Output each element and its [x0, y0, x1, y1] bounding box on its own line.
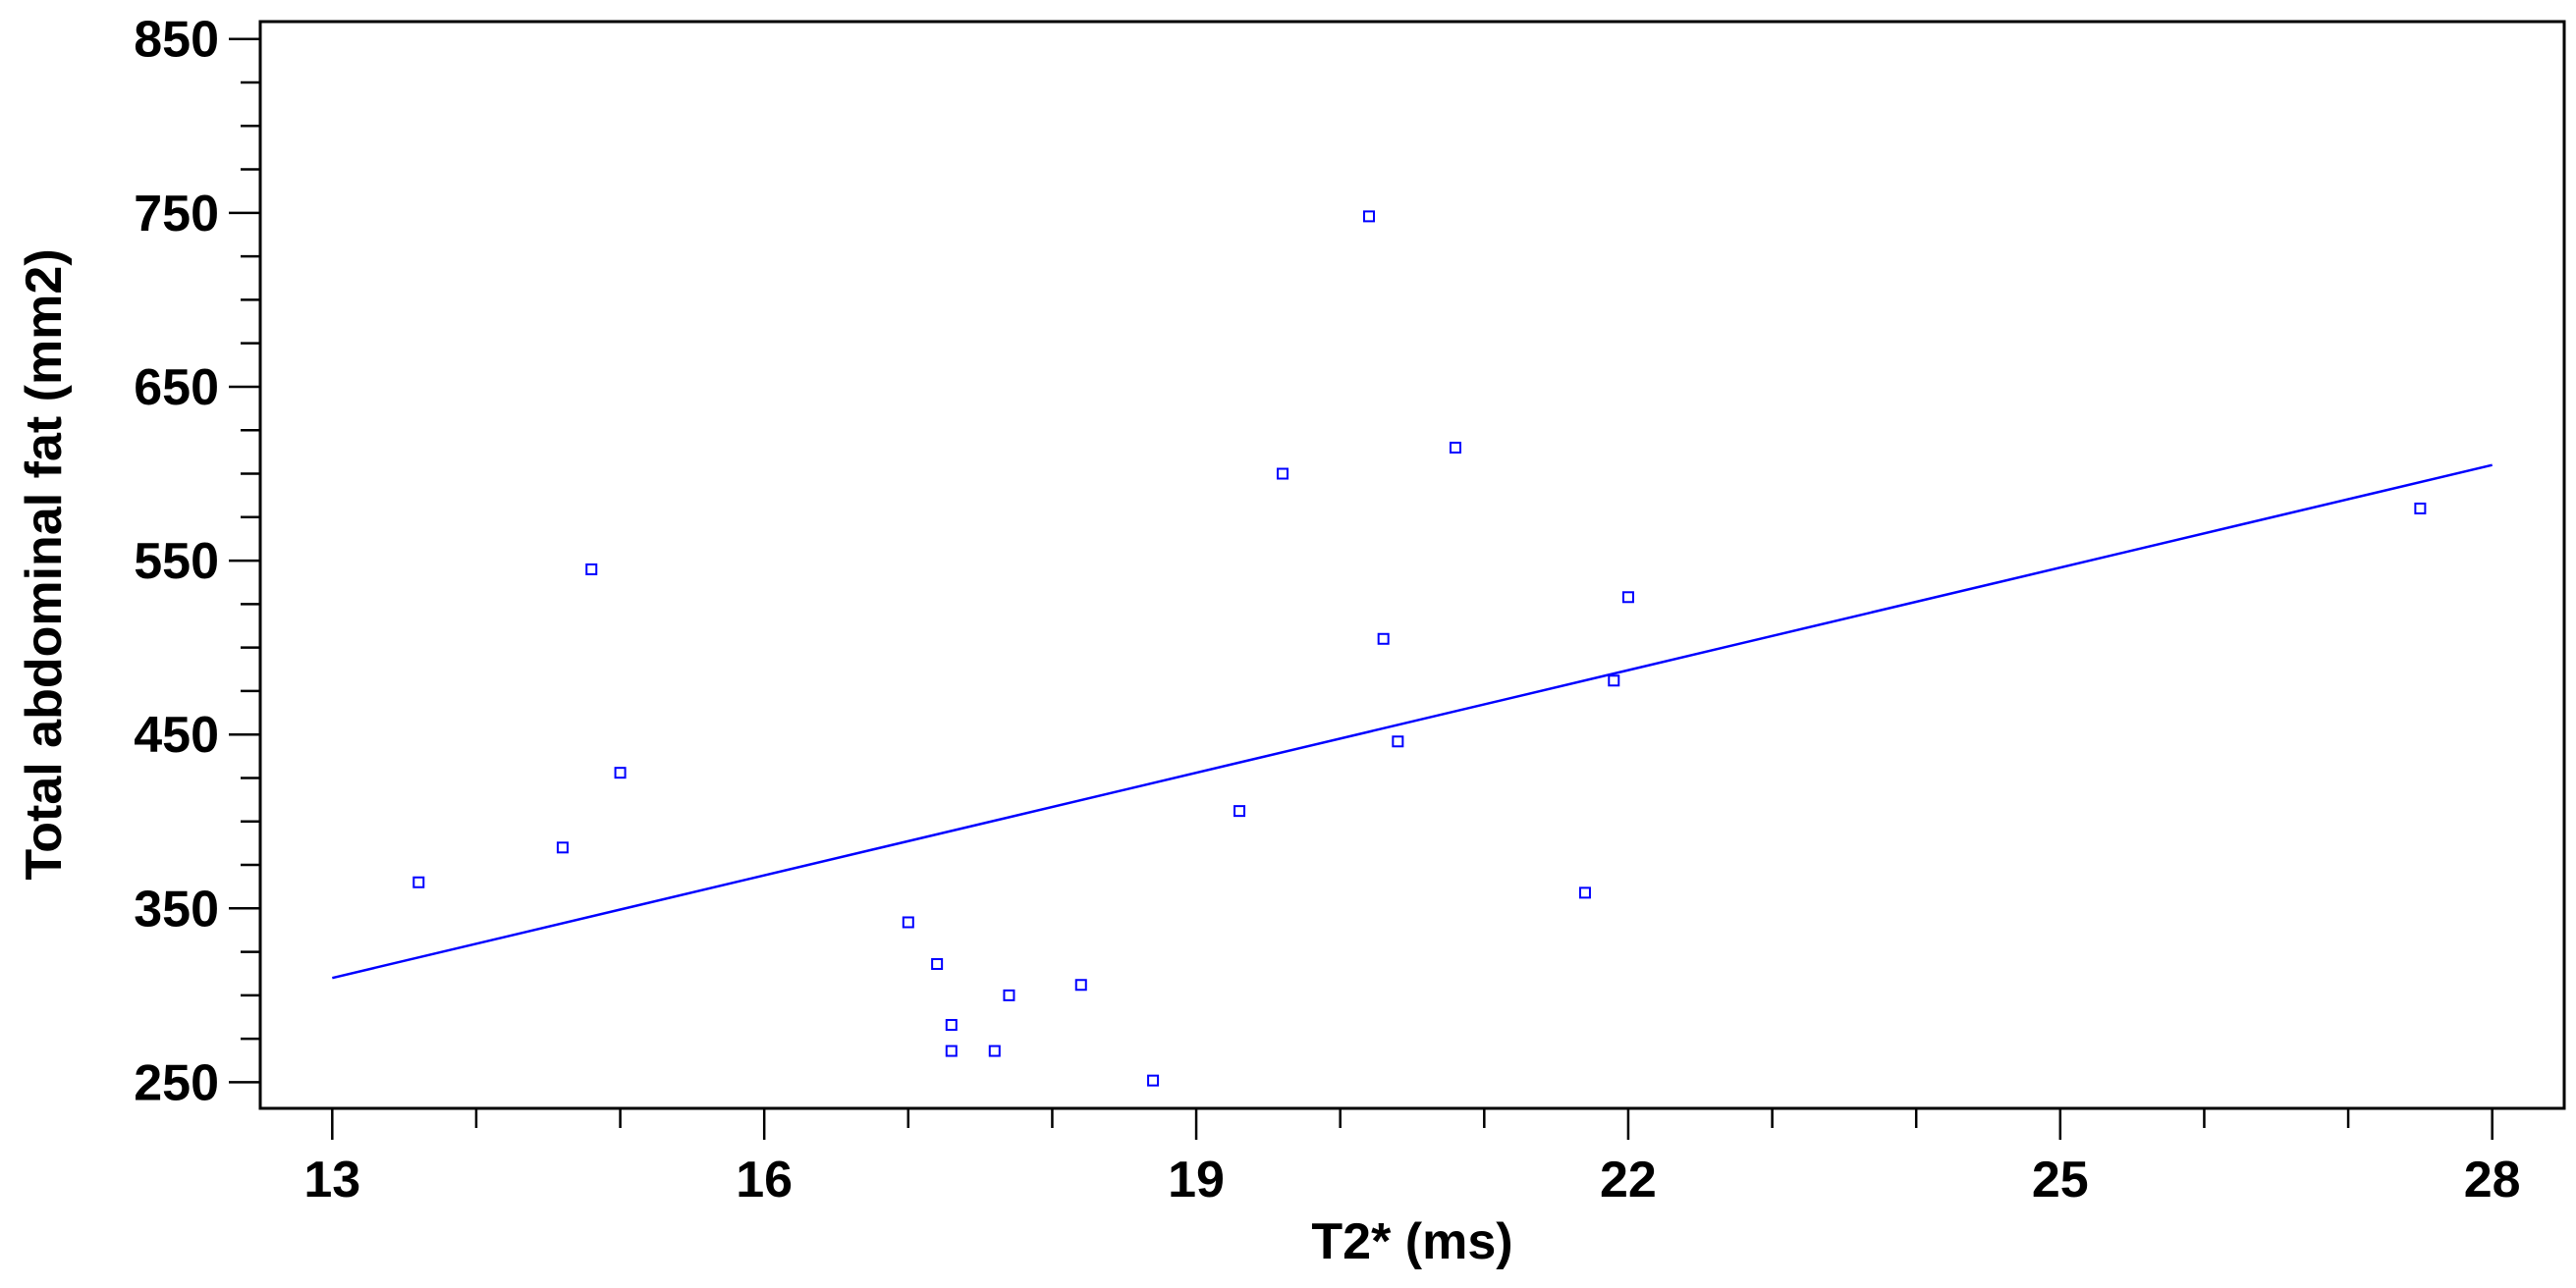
plot-frame: [258, 20, 2566, 1110]
data-point: [902, 916, 914, 929]
y-tick-label: 850: [134, 12, 219, 69]
y-tick-label: 350: [134, 881, 219, 938]
x-axis-title: T2* (ms): [1311, 1213, 1512, 1270]
data-point: [945, 1045, 958, 1057]
y-axis-title: Total abdominal fat (mm2): [16, 248, 73, 880]
data-point: [945, 1018, 958, 1031]
data-point: [1003, 989, 1015, 1001]
data-point: [2414, 502, 2427, 514]
data-point: [988, 1045, 1001, 1057]
x-tick-label: 22: [1600, 1152, 1657, 1208]
data-point: [412, 876, 425, 888]
data-point: [1449, 441, 1461, 454]
data-points: [412, 210, 2427, 1087]
data-point: [1074, 979, 1087, 992]
data-point: [1277, 467, 1289, 480]
data-point: [614, 767, 627, 779]
y-tick-label: 550: [134, 533, 219, 590]
data-point: [931, 957, 944, 970]
data-point: [556, 841, 569, 854]
data-point: [1578, 886, 1591, 899]
x-tick-label: 25: [2032, 1152, 2089, 1208]
data-point: [1233, 805, 1246, 818]
y-tick-label: 450: [134, 707, 219, 764]
x-tick-label: 13: [303, 1152, 360, 1208]
data-point: [1147, 1074, 1160, 1087]
x-axis-ticks: [331, 1108, 2494, 1140]
y-tick-label: 650: [134, 359, 219, 416]
y-tick-label: 750: [134, 186, 219, 242]
data-point: [585, 563, 598, 575]
x-tick-label: 16: [736, 1152, 793, 1208]
x-tick-label: 28: [2464, 1152, 2521, 1208]
regression-line: [332, 463, 2493, 980]
data-point: [1621, 591, 1634, 604]
x-tick-label: 19: [1168, 1152, 1225, 1208]
data-point: [1392, 735, 1404, 748]
data-point: [1363, 210, 1376, 223]
data-point: [1377, 632, 1390, 645]
y-axis-tick-labels: 250 350 450 550 650 750 850: [134, 12, 219, 1112]
x-axis-tick-labels: 13 16 19 22 25 28: [303, 1152, 2520, 1208]
y-axis-ticks: [229, 37, 260, 1084]
y-tick-label: 250: [134, 1054, 219, 1111]
data-point: [1608, 674, 1620, 687]
